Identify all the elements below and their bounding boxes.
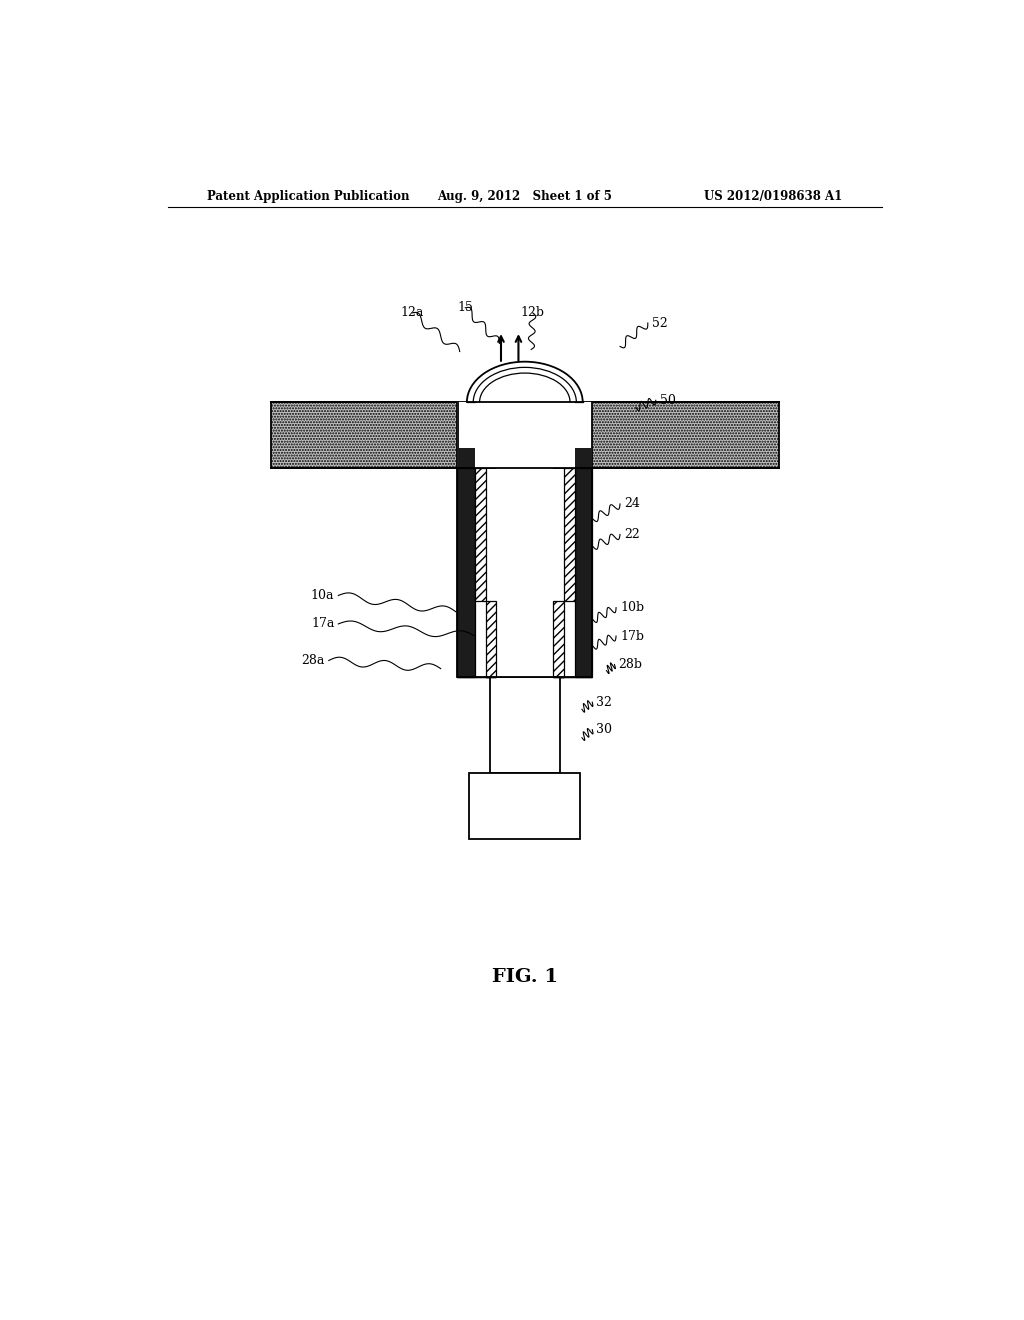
Bar	[489, 677, 560, 774]
Text: 10b: 10b	[620, 601, 644, 614]
Bar	[270, 403, 458, 469]
Bar	[574, 469, 592, 677]
Bar	[458, 469, 475, 677]
Bar	[475, 469, 486, 601]
Text: 15: 15	[458, 301, 473, 314]
Text: Aug. 9, 2012   Sheet 1 of 5: Aug. 9, 2012 Sheet 1 of 5	[437, 190, 612, 202]
Text: 28b: 28b	[618, 659, 642, 671]
Bar	[486, 601, 497, 677]
Bar	[574, 469, 592, 677]
Text: 52: 52	[652, 317, 668, 330]
Bar	[592, 403, 778, 469]
Bar	[458, 469, 475, 677]
Text: 50: 50	[659, 393, 676, 407]
Text: 12a: 12a	[400, 306, 424, 319]
Text: 22: 22	[624, 528, 640, 541]
Bar	[563, 469, 574, 601]
Text: 17b: 17b	[620, 630, 644, 643]
Bar	[469, 774, 581, 840]
Text: 10a: 10a	[311, 589, 334, 602]
Bar	[497, 469, 553, 677]
Text: 32: 32	[596, 696, 612, 709]
Text: 28a: 28a	[301, 653, 325, 667]
Bar	[459, 403, 591, 447]
Text: 17a: 17a	[311, 618, 334, 631]
Bar	[475, 403, 574, 469]
Text: 12b: 12b	[521, 306, 545, 319]
Text: 24: 24	[624, 498, 640, 511]
Text: 30: 30	[596, 723, 612, 737]
Bar	[458, 469, 592, 677]
Bar	[574, 403, 592, 469]
Ellipse shape	[467, 362, 583, 444]
Text: Patent Application Publication: Patent Application Publication	[207, 190, 410, 202]
Bar	[553, 601, 563, 677]
Bar	[458, 403, 475, 469]
Text: US 2012/0198638 A1: US 2012/0198638 A1	[703, 190, 842, 202]
Text: FIG. 1: FIG. 1	[492, 968, 558, 986]
